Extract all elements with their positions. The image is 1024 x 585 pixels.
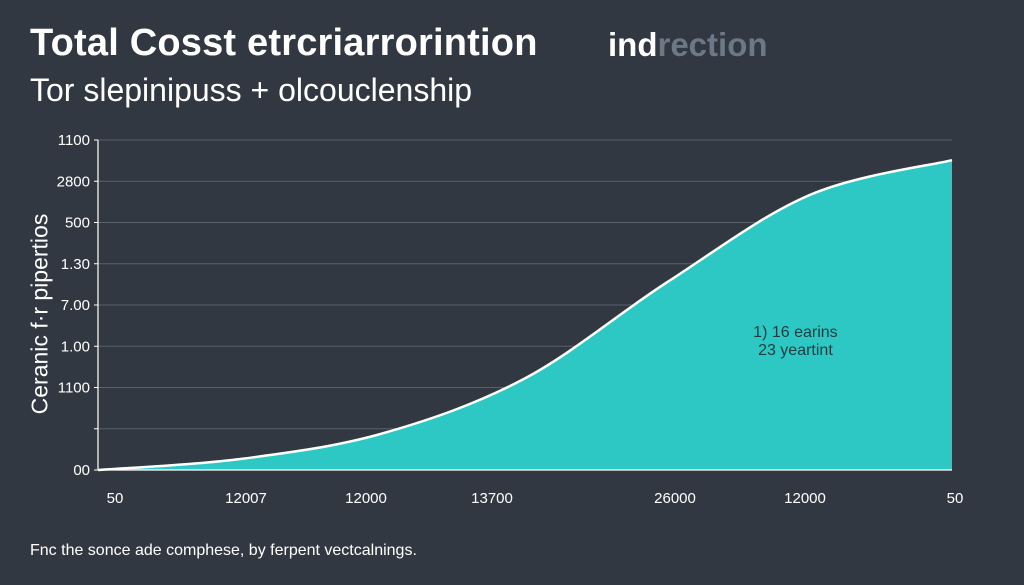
y-tick-label: 7.00 (61, 297, 90, 314)
footnote: Fnc the sonce ade comphese, by ferpent v… (30, 542, 417, 559)
title-tag-part-2: rection (657, 26, 768, 63)
y-tick-label: 1.30 (61, 256, 90, 273)
area-fill (98, 160, 952, 470)
y-tick-label: 2800 (57, 173, 90, 190)
x-tick-label: 26000 (654, 490, 696, 507)
chart-title: Total Cosst etrcriarrorintion (30, 22, 538, 64)
chart-subtitle: Tor slepinipuss + olcouclenship (30, 72, 473, 108)
x-tick-label: 50 (947, 490, 964, 507)
x-tick-label: 50 (107, 490, 124, 507)
x-tick-label: 13700 (471, 490, 513, 507)
title-tag-part-1: ind (608, 26, 658, 63)
title-tag: indrection (608, 26, 768, 64)
series-line (97, 158, 953, 472)
y-tick-label: 1100 (58, 132, 90, 149)
x-tick-label: 12000 (784, 490, 826, 507)
y-tick-label: 1100 (58, 380, 90, 397)
y-tick-label: 00 (73, 462, 90, 479)
title-row: Total Cosst etrcriarrorintion indrection (30, 22, 1010, 72)
annotation-text: 23 yeartint (758, 342, 833, 359)
x-tick-label: 12000 (345, 490, 387, 507)
y-tick-label: 500 (65, 215, 90, 232)
y-tick-label: 1.00 (61, 338, 90, 355)
x-tick-label: 12007 (225, 490, 267, 507)
annotation-text: 1) 16 earins (753, 324, 838, 341)
